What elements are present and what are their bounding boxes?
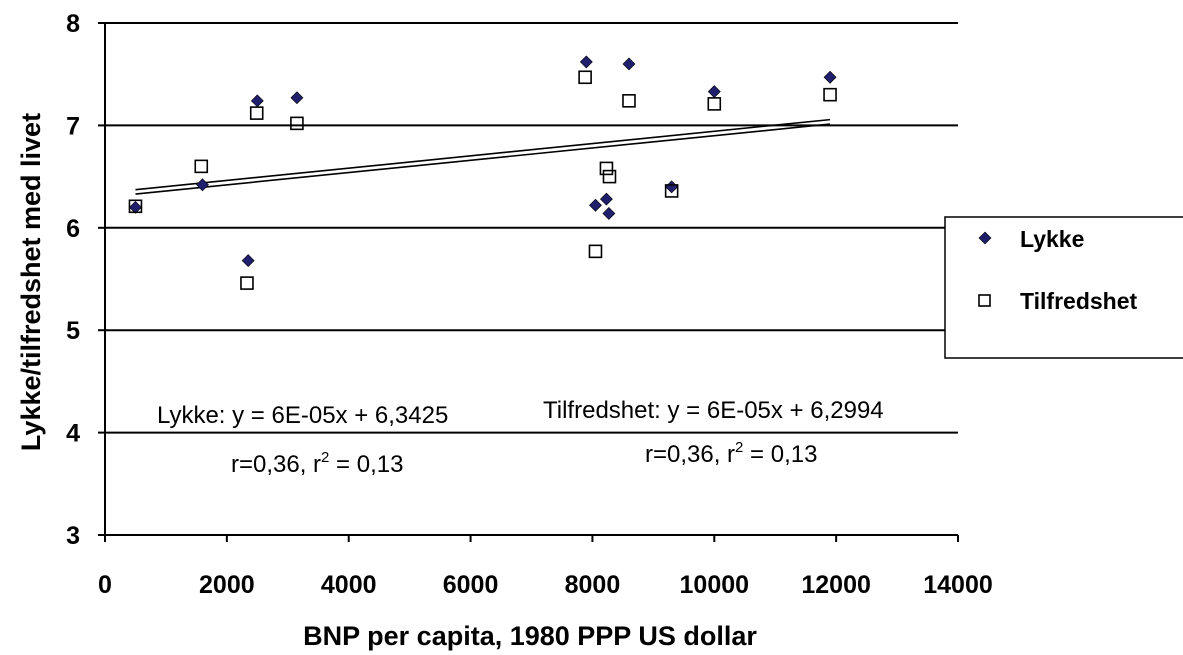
- y-tick-labels: 3 4 5 6 7 8: [66, 10, 80, 550]
- tilfredshet-r2-value: = 0,13: [743, 441, 817, 468]
- tilfredshet-point-9: [622, 94, 636, 108]
- x-tick-label-4000: 4000: [321, 571, 377, 599]
- tilfredshet-r2-superscript: 2: [735, 439, 743, 456]
- lykke-r2-superscript: 2: [321, 449, 329, 466]
- y-axis-title: Lykke/tilfredshet med livet: [16, 113, 46, 451]
- lykke-point-4: [290, 91, 304, 105]
- gridlines: [105, 22, 958, 434]
- lykke-point-2: [241, 254, 255, 267]
- y-tick-label-5: 5: [66, 317, 80, 345]
- lykke-correlation-label: r=0,36, r2 = 0,13: [231, 449, 403, 478]
- lykke-point-9: [622, 57, 636, 71]
- x-tick-label-14000: 14000: [923, 571, 993, 599]
- lykke-trend-equation: Lykke: y = 6E-05x + 6,3425: [157, 402, 448, 429]
- tilfredshet-point-12: [823, 87, 837, 102]
- x-tick-label-8000: 8000: [565, 571, 621, 599]
- tilfredshet-point-3: [249, 106, 264, 120]
- lykke-point-3: [250, 94, 264, 108]
- x-tick-label-10000: 10000: [680, 571, 750, 599]
- y-tick-label-6: 6: [66, 215, 80, 243]
- x-tick-label-2000: 2000: [199, 571, 255, 599]
- tilfredshet-point-0: [128, 199, 143, 214]
- lykke-r2-value: = 0,13: [329, 451, 403, 478]
- x-tick-label-0: 0: [98, 571, 112, 599]
- lykke-point-11: [707, 85, 721, 99]
- trend-line-tilfredshet: [135, 123, 831, 195]
- x-tick-label-12000: 12000: [801, 571, 871, 599]
- tilfredshet-trend-equation: Tilfredshet: y = 6E-05x + 6,2994: [543, 397, 884, 424]
- legend-lykke-marker: [978, 231, 992, 245]
- y-tick-label-7: 7: [66, 112, 80, 140]
- y-tick-label-3: 3: [66, 522, 80, 550]
- tilfredshet-point-5: [578, 70, 592, 85]
- tilfredshet-point-2: [240, 276, 254, 290]
- x-tick-labels: 0 2000 4000 6000 8000 10000 12000 14000: [98, 571, 993, 599]
- tilfredshet-point-10: [664, 184, 679, 198]
- lykke-point-6: [589, 198, 602, 212]
- lykke-point-7: [600, 192, 613, 206]
- lykke-point-1: [196, 178, 209, 192]
- lykke-r-text: r=0,36, r: [231, 451, 321, 478]
- trend-lines: [135, 118, 831, 195]
- lykke-point-10: [665, 180, 679, 194]
- lykke-point-0: [129, 200, 142, 214]
- tilfredshet-correlation-label: r=0,36, r2 = 0,13: [645, 439, 817, 468]
- legend: Lykke Tilfredshet: [944, 216, 1183, 359]
- trend-line-lykke: [135, 118, 831, 191]
- tilfredshet-r-text: r=0,36, r: [645, 441, 735, 468]
- legend-tilfredshet-label: Tilfredshet: [1020, 288, 1137, 314]
- y-tick-label-4: 4: [66, 420, 80, 448]
- x-axis-title: BNP per capita, 1980 PPP US dollar: [303, 621, 757, 651]
- legend-tilfredshet-marker: [978, 294, 991, 307]
- tilfredshet-point-1: [194, 159, 209, 174]
- tilfredshet-point-11: [707, 97, 722, 111]
- tilfredshet-point-7: [599, 161, 614, 176]
- y-tick-label-8: 8: [66, 10, 80, 38]
- data-markers: [128, 55, 837, 290]
- tilfredshet-point-6: [588, 244, 603, 259]
- lykke-point-8: [602, 207, 616, 220]
- legend-lykke-label: Lykke: [1020, 226, 1084, 252]
- tilfredshet-point-8: [602, 169, 617, 184]
- tilfredshet-point-4: [290, 116, 304, 131]
- x-tick-label-6000: 6000: [443, 571, 499, 599]
- axes: [98, 22, 959, 542]
- lykke-point-5: [579, 55, 593, 69]
- lykke-point-12: [823, 70, 837, 84]
